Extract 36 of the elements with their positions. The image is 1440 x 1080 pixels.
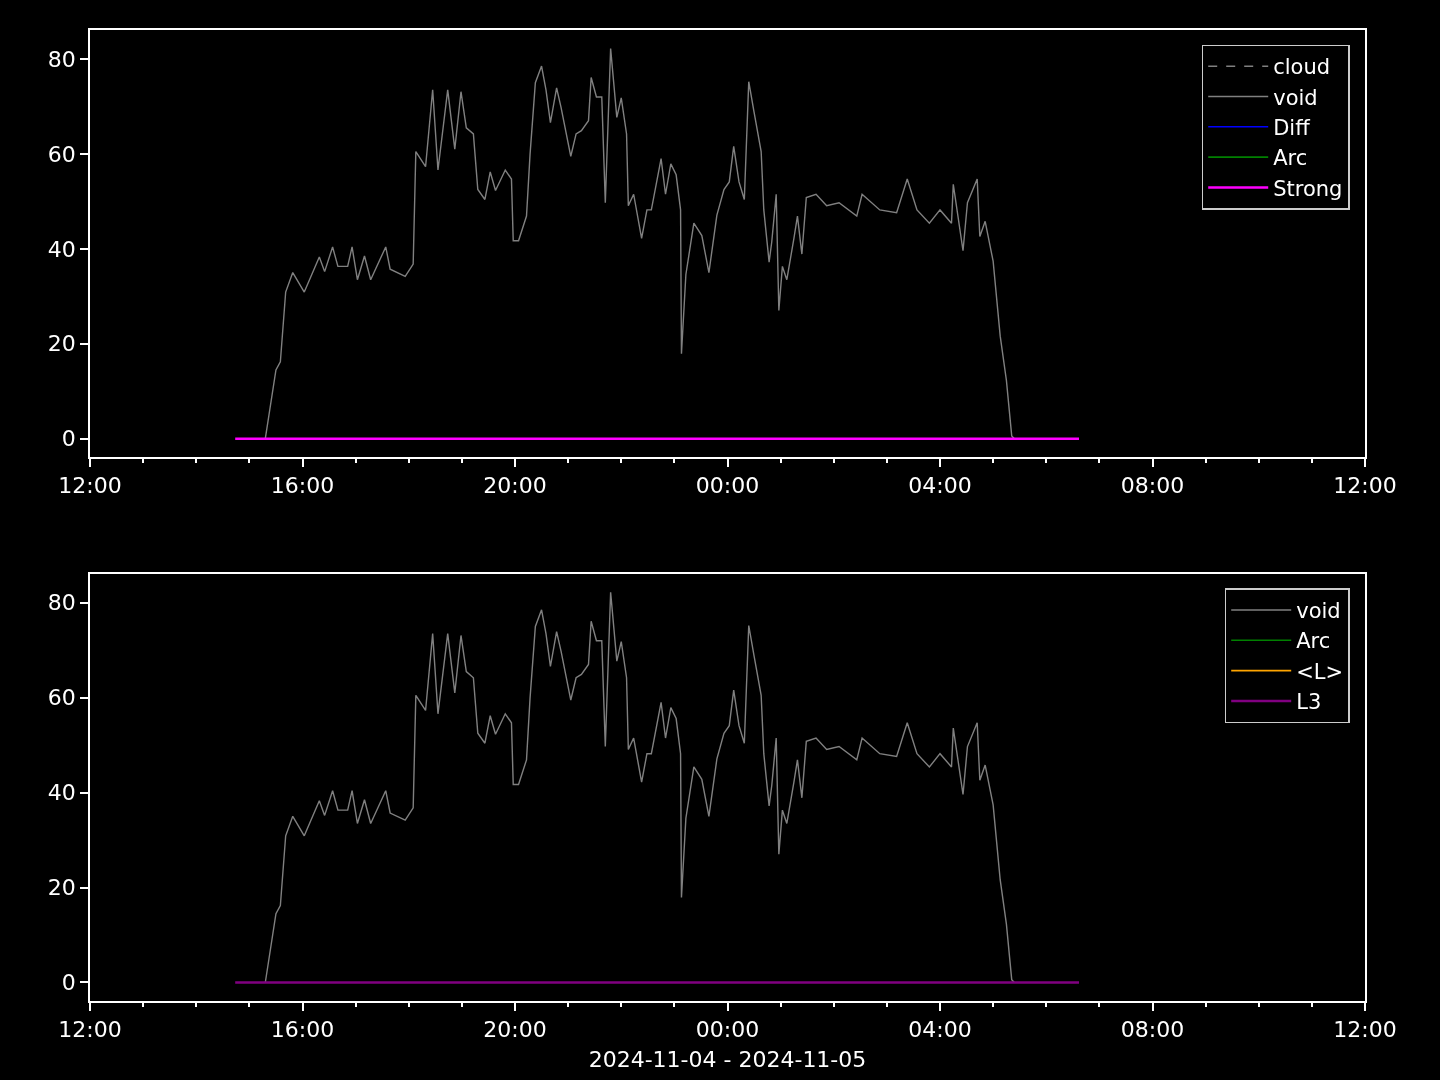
x-tick-label: 04:00: [908, 473, 972, 499]
x-tick-label: 00:00: [695, 473, 760, 499]
legend-label: cloud: [1273, 55, 1331, 80]
y-tick-label: 20: [47, 875, 76, 901]
y-tick-label: 40: [47, 236, 76, 262]
legend-label: <L>: [1296, 659, 1344, 684]
y-tick-label: 60: [47, 685, 76, 711]
x-tick-label: 00:00: [695, 1017, 760, 1043]
x-tick-label: 16:00: [270, 1017, 335, 1043]
x-tick-label: 12:00: [58, 473, 122, 499]
x-tick-label: 08:00: [1120, 1017, 1185, 1043]
legend-label: void: [1296, 599, 1341, 624]
y-tick-label: 60: [47, 141, 76, 167]
x-tick-label: 04:00: [908, 1017, 972, 1043]
legend-label: Strong: [1273, 176, 1343, 201]
line-series: [264, 47, 1016, 440]
y-tick-label: 20: [47, 331, 76, 357]
y-tick-label: 80: [47, 590, 76, 616]
x-tick-label: 20:00: [483, 1017, 547, 1043]
x-tick-label: 12:00: [58, 1017, 122, 1043]
legend-label: Arc: [1273, 146, 1308, 171]
x-tick-label: 20:00: [483, 473, 547, 499]
legend-label: Diff: [1273, 116, 1311, 141]
y-tick-label: 80: [47, 46, 76, 72]
x-axis-title: 2024-11-04 - 2024-11-05: [588, 1046, 867, 1072]
x-tick-label: 12:00: [1333, 473, 1397, 499]
y-tick-label: 40: [47, 780, 76, 806]
y-tick-label: 0: [61, 426, 76, 452]
y-tick-label: 0: [61, 970, 76, 996]
line-series: [264, 591, 1016, 984]
legend-label: void: [1273, 85, 1318, 110]
x-tick-label: 12:00: [1333, 1017, 1397, 1043]
x-tick-label: 16:00: [270, 473, 335, 499]
legend-label: Arc: [1296, 629, 1331, 654]
x-tick-label: 08:00: [1120, 473, 1185, 499]
legend-label: L3: [1296, 690, 1322, 715]
